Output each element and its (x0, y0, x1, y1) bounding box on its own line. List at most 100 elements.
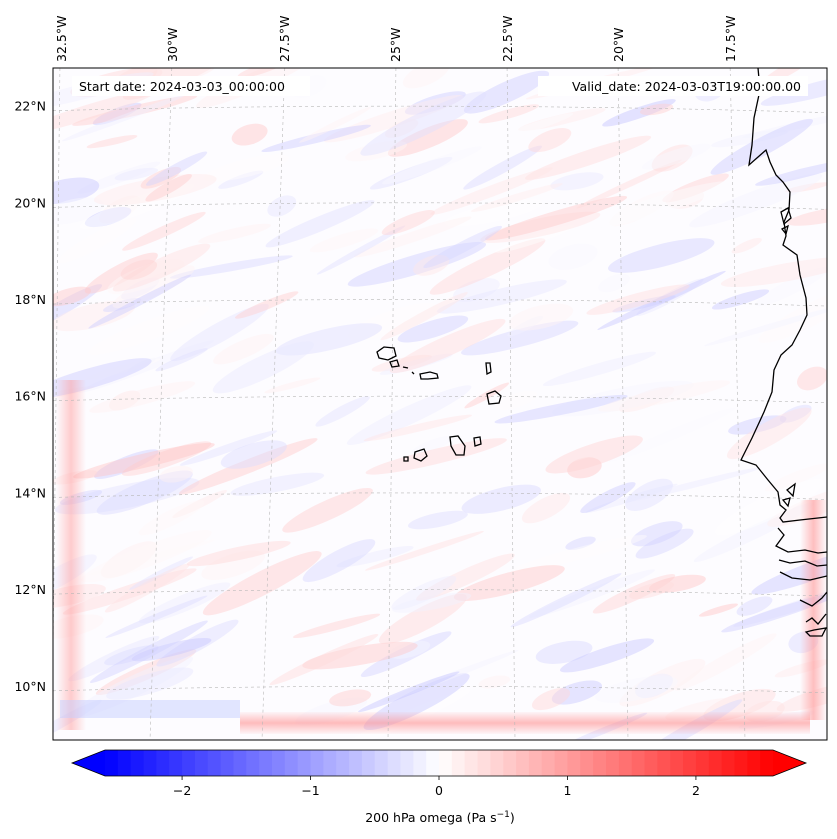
omega-streak (758, 286, 827, 343)
omega-streak (93, 173, 217, 206)
omega-streak (742, 109, 827, 138)
omega-streak (576, 159, 682, 209)
colorbar-cell (400, 750, 414, 776)
omega-streak (95, 649, 197, 696)
omega-streak (264, 377, 321, 394)
lat-label: 20°N (14, 195, 46, 210)
omega-streak (106, 667, 194, 700)
colorbar-cell (554, 750, 569, 776)
omega-streak (234, 291, 299, 319)
colorbar: −2 −1 0 1 2 200 hPa omega (Pa s−1) (70, 749, 808, 825)
omega-streak (77, 161, 161, 194)
omega-streak (378, 593, 467, 645)
omega-streak (345, 140, 408, 162)
omega-streak (61, 94, 185, 142)
omega-streak (630, 521, 683, 547)
omega-streak (198, 223, 271, 244)
omega-streak (53, 284, 103, 336)
island-sao-nicolau (419, 371, 439, 380)
colorbar-cell (695, 750, 710, 776)
omega-streak (598, 273, 630, 293)
colorbar-tick-label: −1 (301, 783, 319, 798)
colorbar-cell (541, 750, 556, 776)
omega-streak (103, 297, 142, 312)
omega-streak (508, 303, 574, 331)
omega-streak (612, 295, 676, 313)
colorbar-cell (644, 750, 658, 776)
omega-streak (186, 540, 291, 567)
omega-streak (53, 89, 158, 135)
omega-streak (711, 129, 789, 148)
omega-streak (99, 195, 141, 224)
island-santa-luzia (402, 366, 415, 375)
colorbar-cell (246, 750, 260, 776)
colorbar-cell (580, 750, 594, 776)
omega-streak (436, 279, 567, 314)
omega-streak (608, 238, 715, 273)
lat-label: 18°N (14, 292, 46, 307)
colorbar-cell (374, 750, 389, 776)
omega-streak (498, 113, 574, 139)
omega-streak (53, 177, 100, 204)
coast-segment-bijagos (799, 591, 827, 607)
island-brava (403, 456, 409, 462)
lat-gridline (53, 105, 827, 113)
colorbar-cell (207, 750, 222, 776)
colorbar-cell (130, 750, 145, 776)
omega-streak (525, 135, 652, 180)
omega-streak (178, 438, 318, 495)
colorbar-cell (143, 750, 157, 776)
colorbar-cell (272, 750, 286, 776)
omega-streak (597, 270, 726, 330)
colorbar-max-extend (773, 750, 806, 776)
omega-streak (145, 151, 208, 186)
colorbar-cell (567, 750, 581, 776)
omega-streak (662, 173, 729, 203)
lon-label: 22.5°W (500, 16, 515, 62)
coast-island-senegal (781, 482, 796, 508)
omega-streak (120, 259, 158, 280)
colorbar-cell (760, 750, 774, 776)
omega-streak (213, 333, 274, 365)
omega-streak (105, 595, 208, 638)
omega-streak (560, 638, 655, 673)
colorbar-cell (708, 750, 723, 776)
omega-streak (358, 671, 460, 713)
colorbar-cell (747, 750, 761, 776)
omega-streak (736, 596, 773, 616)
colorbar-cell (426, 750, 440, 776)
omega-streak (53, 197, 105, 225)
omega-streak (89, 381, 196, 413)
omega-streak (585, 483, 678, 513)
omega-streak (302, 641, 418, 670)
coast-segment-senegal (775, 527, 827, 554)
omega-streak (127, 357, 156, 373)
omega-streak (72, 95, 198, 126)
omega-streak (545, 435, 643, 474)
colorbar-cell (194, 750, 209, 776)
colorbar-ticks: −2 −1 0 1 2 (173, 776, 700, 798)
omega-streak (586, 284, 690, 315)
lower-left-blue-band (60, 700, 240, 718)
omega-streak (112, 243, 211, 292)
map-panel: Start date: 2024-03-03_00:00:00 Valid_da… (53, 68, 827, 740)
omega-streak (674, 633, 777, 691)
omega-streak (478, 104, 539, 124)
omega-streak (797, 366, 827, 391)
omega-streak (755, 266, 827, 307)
omega-streak (648, 574, 706, 593)
omega-streak (360, 631, 452, 678)
colorbar-cell (323, 750, 337, 776)
omega-streak (131, 637, 212, 662)
lat-gridline (53, 395, 827, 404)
omega-streak (710, 118, 813, 175)
omega-streak (346, 385, 472, 445)
omega-streak (369, 156, 453, 190)
omega-streak (381, 146, 482, 185)
omega-streak (495, 390, 538, 410)
omega-streak (267, 195, 297, 217)
omega-streak (108, 390, 141, 411)
omega-streak (528, 128, 572, 153)
omega-streak (381, 210, 435, 236)
omega-streak (155, 348, 208, 372)
